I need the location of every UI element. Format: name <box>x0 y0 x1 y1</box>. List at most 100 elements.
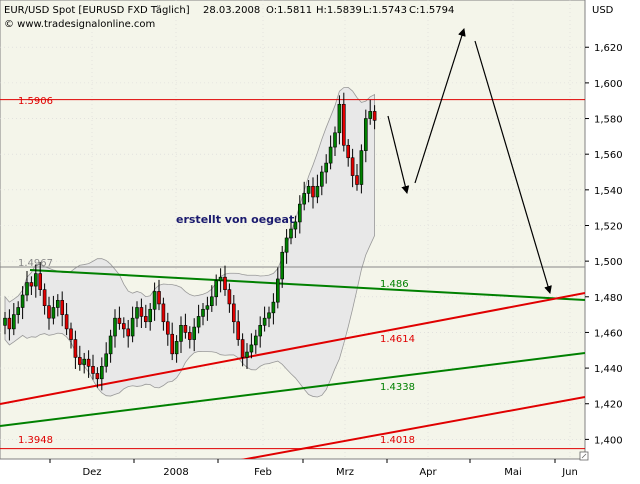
candle-body <box>183 325 188 333</box>
candle-body <box>267 312 271 319</box>
trendline-red-2 <box>240 396 585 459</box>
candle-body <box>29 282 34 287</box>
candle-body <box>78 357 82 365</box>
candle-body <box>117 317 122 324</box>
trendline-label-1: 1.4614 <box>380 334 415 345</box>
candle-body <box>289 228 293 239</box>
candle-body <box>188 332 192 340</box>
candle-body <box>201 308 205 317</box>
x-tick-label: Mrz <box>336 467 354 478</box>
candle-body <box>210 296 214 307</box>
candle-body <box>108 335 113 355</box>
candle-body <box>157 291 161 305</box>
candle-body <box>55 300 60 308</box>
candle-body <box>104 353 108 367</box>
candle-body <box>223 276 227 290</box>
y-tick-label: 1,500 <box>594 257 623 268</box>
projection-arrows <box>387 28 552 294</box>
y-tick-label: 1,520 <box>594 221 623 232</box>
trendline-label-2: 1.4338 <box>380 382 415 393</box>
candle-body <box>258 325 263 337</box>
arrow-down-1 <box>387 115 410 194</box>
candle-body <box>359 150 364 185</box>
candle-body <box>346 144 351 159</box>
trendline-label-0: 1.486 <box>380 279 409 290</box>
candle-body <box>148 308 152 323</box>
horizontal-levels <box>0 99 585 450</box>
y-tick-label: 1,440 <box>594 364 623 375</box>
candle-body <box>297 203 302 223</box>
candle-body <box>214 280 218 298</box>
candle-body <box>196 316 201 328</box>
arrow-up <box>414 28 466 184</box>
candle-body <box>355 175 359 185</box>
candle-body <box>262 317 267 326</box>
candle-body <box>271 301 276 314</box>
candle-body <box>218 276 223 282</box>
y-tick-label: 1,480 <box>594 293 623 304</box>
source-credit: © www.tradesignalonline.com <box>4 19 155 30</box>
candle-body <box>100 366 104 380</box>
header-open: O:1.5811 <box>266 5 312 16</box>
y-axis: 1,400 1,420 1,440 1,460 1,480 1,500 1,520 1,540… <box>585 43 623 446</box>
x-axis: Dez 2008 Feb Mrz Apr Mai Jun <box>49 459 578 478</box>
resize-grip-icon[interactable] <box>579 451 589 461</box>
candle-body <box>12 314 16 330</box>
candle-body <box>33 273 38 287</box>
candle-body <box>60 300 65 315</box>
candle-body <box>315 185 320 198</box>
header-low: L:1.5743 <box>363 5 407 16</box>
candle-body <box>20 294 25 308</box>
candle-body <box>249 344 254 353</box>
candle-body <box>328 146 333 164</box>
header-date: 28.03.2008 <box>203 5 260 16</box>
level-label-previous-high: 1.4967 <box>18 258 53 269</box>
x-tick-label: Dez <box>82 467 101 478</box>
candle-body <box>69 328 73 340</box>
candle-body <box>64 314 69 330</box>
level-label-support: 1.3948 <box>18 435 53 446</box>
candle-body <box>232 303 236 323</box>
candles <box>3 92 377 391</box>
candle-body <box>254 335 258 346</box>
candle-body <box>363 118 368 151</box>
candle-body <box>333 132 337 148</box>
y-tick-label: 1,460 <box>594 328 623 339</box>
candle-body <box>95 373 100 380</box>
candle-body <box>7 317 12 330</box>
candle-body <box>192 326 196 340</box>
y-tick-label: 1,580 <box>594 115 623 126</box>
candle-body <box>16 307 21 315</box>
candle-body <box>275 278 280 303</box>
candle-body <box>47 305 51 319</box>
level-label-resistance: 1.5906 <box>18 96 53 107</box>
candle-body <box>284 237 289 253</box>
candle-body <box>240 339 245 358</box>
x-tick-label: Mai <box>504 467 522 478</box>
candle-body <box>144 316 148 323</box>
bollinger-band <box>4 86 375 398</box>
candle-body <box>82 358 86 365</box>
candle-body <box>350 157 355 176</box>
candle-body <box>73 339 78 358</box>
trendline-green-upper <box>29 269 585 301</box>
header-high: H:1.5839 <box>316 5 362 16</box>
candle-body <box>341 103 346 146</box>
candle-body <box>170 333 174 355</box>
trendline-label-3: 1.4018 <box>380 435 415 446</box>
candle-body <box>139 307 144 317</box>
candle-body <box>179 325 183 342</box>
header-instrument: EUR/USD Spot [EURUSD FXD Täglich] <box>4 5 190 16</box>
y-tick-label: 1,400 <box>594 435 623 446</box>
y-tick-label: 1,620 <box>594 43 623 54</box>
candle-body <box>306 185 311 194</box>
y-tick-label: 1,560 <box>594 150 623 161</box>
arrow-down-2 <box>474 40 552 294</box>
y-tick-label: 1,540 <box>594 186 623 197</box>
candle-body <box>113 317 117 337</box>
candle-body <box>372 111 377 121</box>
y-axis-title: USD <box>592 5 614 16</box>
candle-body <box>51 307 56 319</box>
